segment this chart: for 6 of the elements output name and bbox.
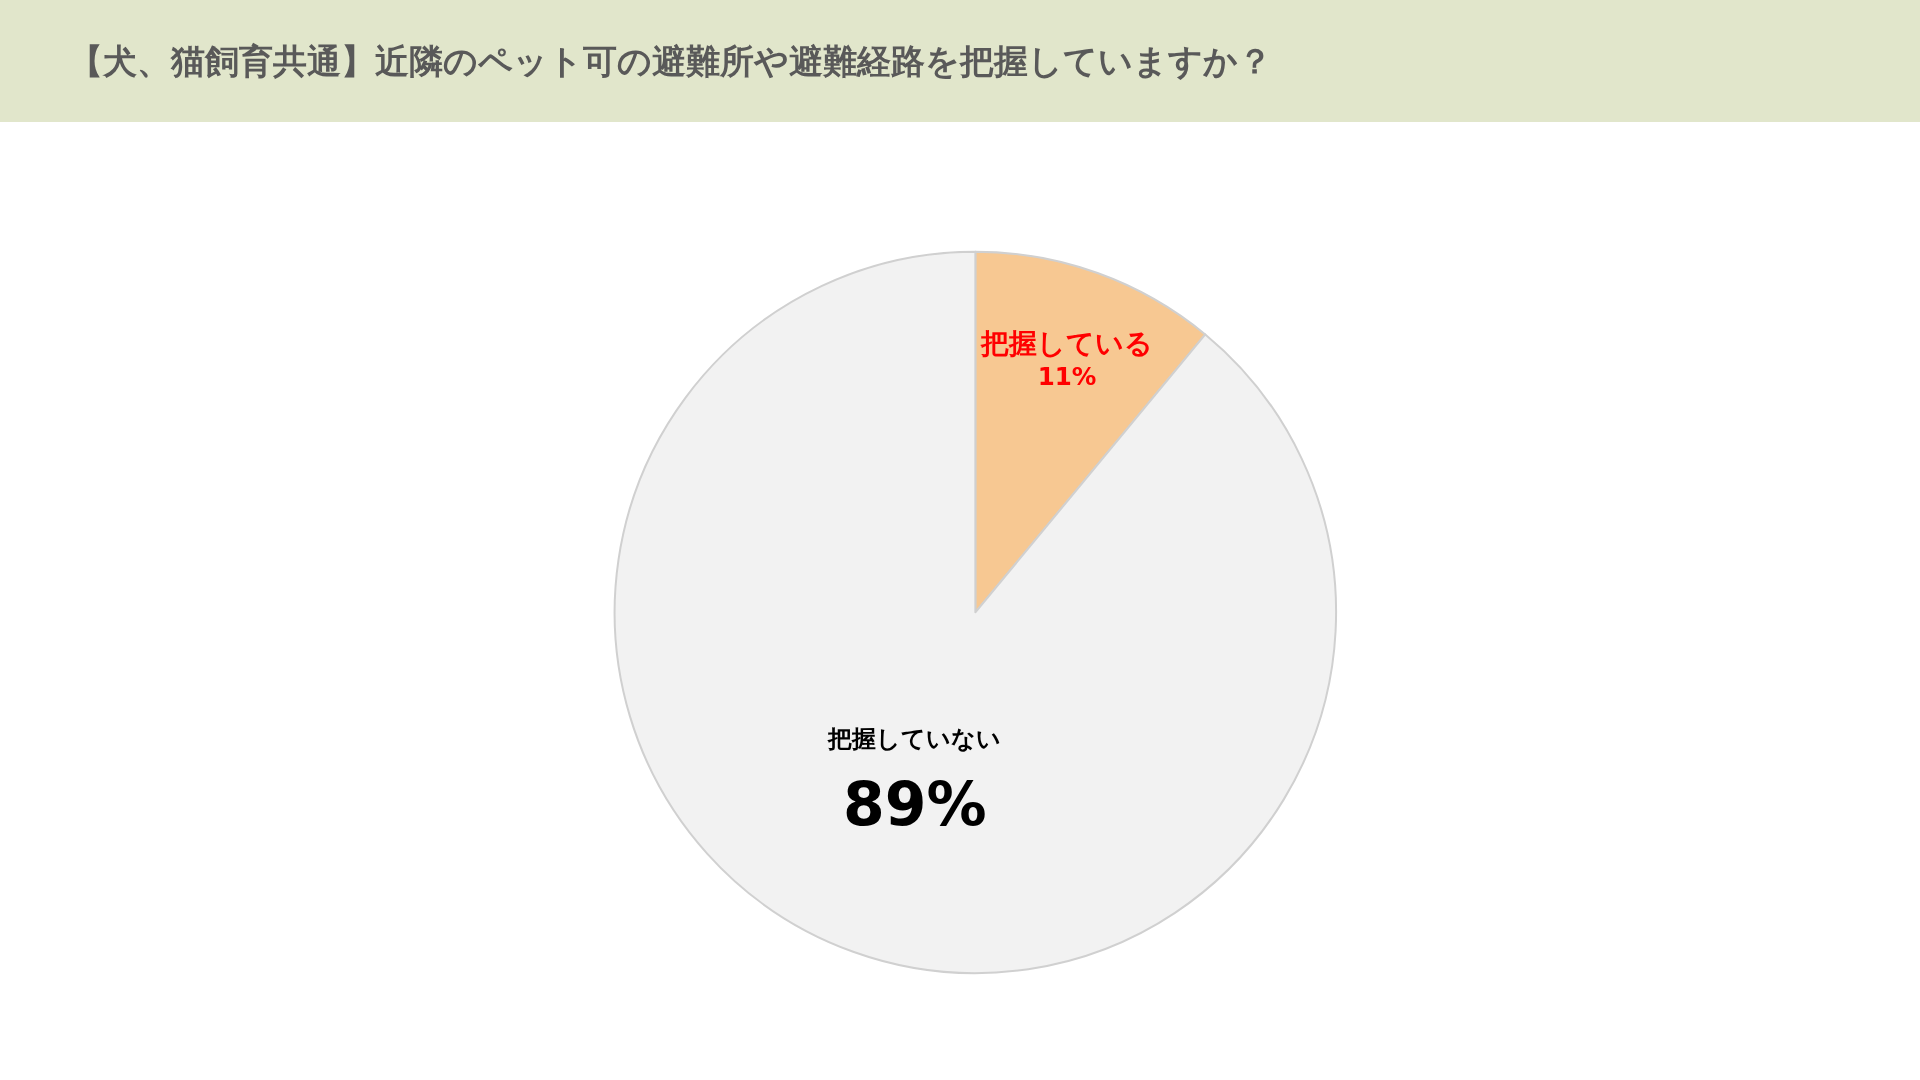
slice-label: 把握していない [827, 725, 1002, 754]
data-label: 11% [1037, 362, 1097, 392]
data-label: 89% [842, 769, 987, 840]
pie-slice [614, 250, 1338, 974]
slice-label: 把握している [980, 327, 1154, 361]
chart-title: 【犬、猫飼育共通】近隣のペット可の避難所や避難経路を把握していますか？ [69, 40, 1273, 81]
